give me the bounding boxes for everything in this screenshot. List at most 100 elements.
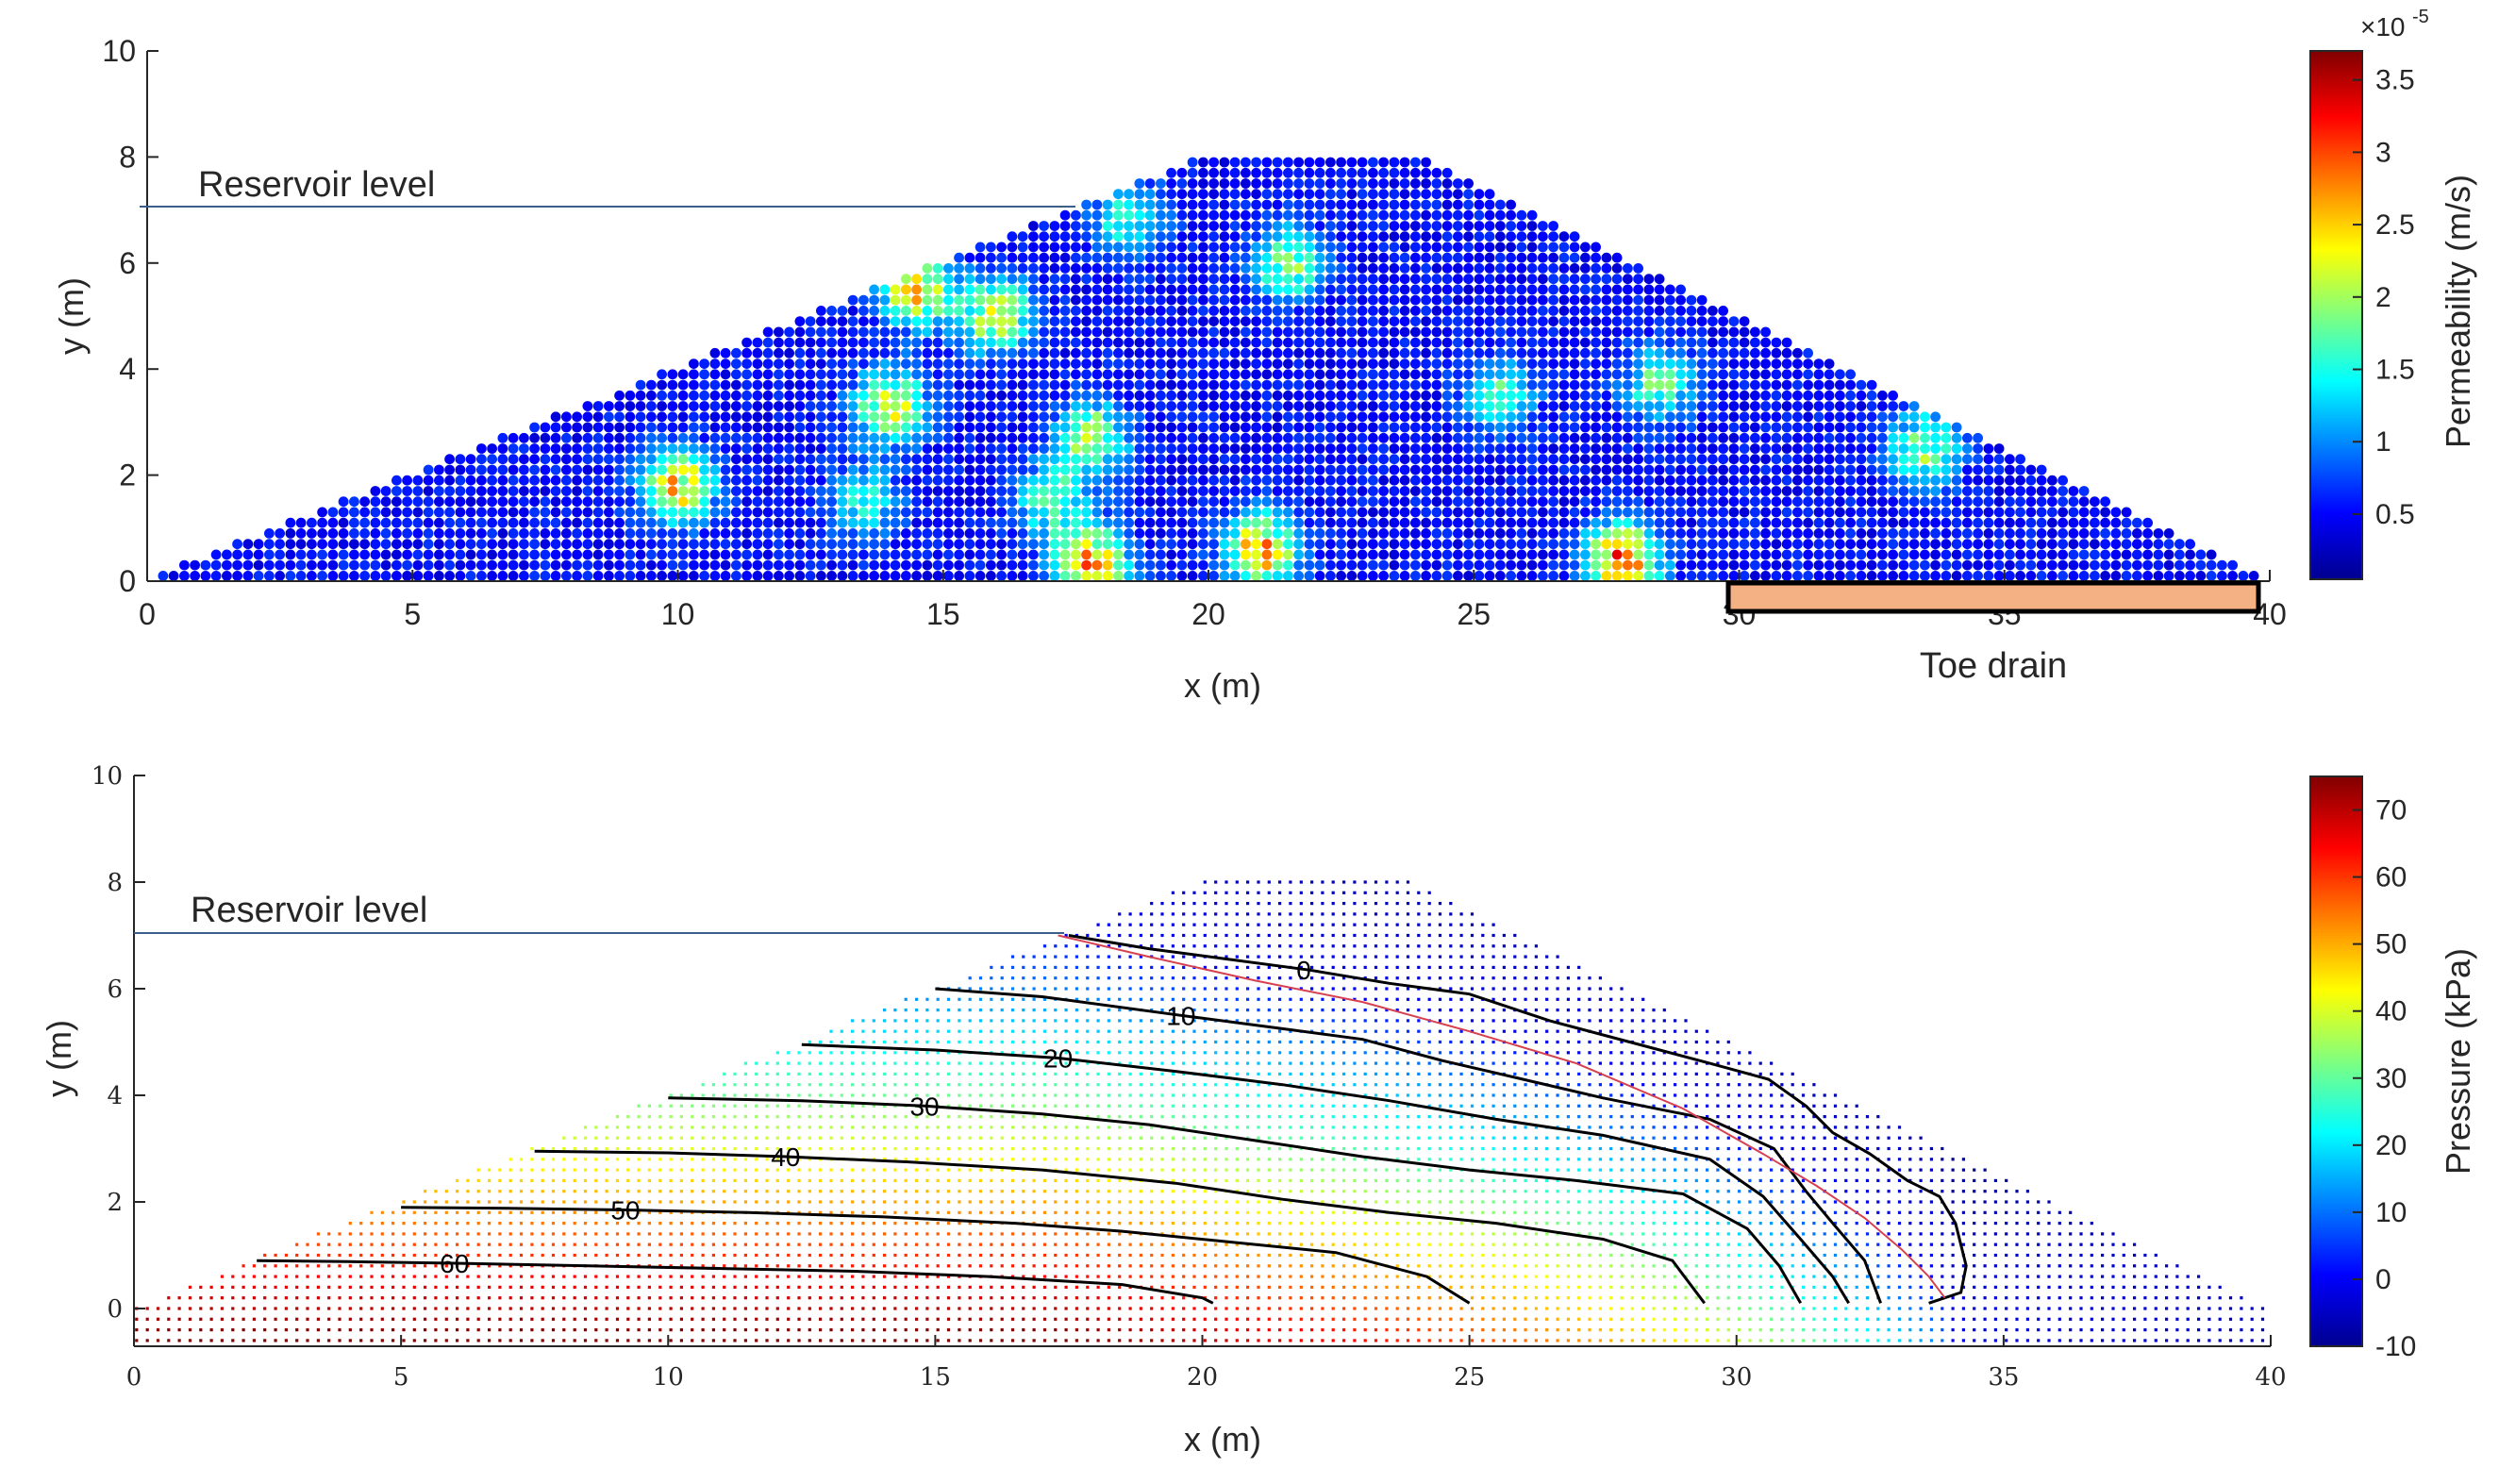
permeability-point [1273, 433, 1283, 443]
permeability-point [1612, 285, 1623, 295]
permeability-point [838, 496, 848, 507]
permeability-point [933, 285, 943, 295]
permeability-point [1432, 528, 1442, 539]
permeability-point [1050, 231, 1060, 242]
permeability-point [2069, 550, 2079, 560]
permeability-point [1442, 285, 1453, 295]
pressure-point [413, 1211, 416, 1214]
permeability-point [1888, 423, 1898, 433]
permeability-point [1050, 242, 1060, 253]
permeability-point [1368, 518, 1378, 528]
permeability-point [657, 550, 667, 560]
permeability-point [1358, 571, 1368, 581]
permeability-point [614, 401, 625, 411]
permeability-point [763, 358, 774, 369]
pressure-point [338, 1232, 341, 1235]
permeability-point [1273, 496, 1283, 507]
permeability-point [1760, 443, 1771, 454]
permeability-point [1845, 411, 1856, 422]
permeability-point [699, 391, 709, 401]
permeability-point [1220, 454, 1230, 464]
permeability-point [1612, 423, 1623, 433]
permeability-point [721, 454, 731, 464]
permeability-point [1325, 295, 1336, 306]
permeability-point [1018, 528, 1028, 539]
permeability-point [1527, 253, 1538, 263]
permeability-point [1548, 348, 1558, 358]
pressure-point [466, 1211, 469, 1214]
permeability-point [1060, 253, 1071, 263]
permeability-point [1623, 528, 1633, 539]
permeability-point [1293, 221, 1304, 231]
permeability-point [1124, 465, 1134, 475]
permeability-point [1177, 231, 1188, 242]
permeability-point [1421, 486, 1431, 496]
pressure-point [221, 1296, 224, 1299]
permeability-point [795, 338, 806, 348]
permeability-point [286, 518, 296, 528]
permeability-point [678, 560, 689, 571]
permeability-point [1188, 316, 1198, 326]
permeability-point [1060, 369, 1071, 379]
permeability-point [1156, 571, 1166, 581]
permeability-point [826, 508, 837, 518]
permeability-point [1623, 423, 1633, 433]
permeability-point [1421, 401, 1431, 411]
permeability-point [1824, 560, 1835, 571]
pressure-point [381, 1296, 384, 1299]
permeability-point [1623, 465, 1633, 475]
pressure-point [189, 1286, 192, 1289]
permeability-point [1390, 496, 1400, 507]
permeability-point [1633, 338, 1643, 348]
permeability-point [1145, 253, 1156, 263]
permeability-point [1580, 411, 1591, 422]
permeability-point [541, 443, 551, 454]
permeability-point [402, 539, 412, 549]
permeability-point [741, 571, 752, 581]
permeability-point [2227, 560, 2238, 571]
permeability-point [1772, 571, 1782, 581]
permeability-point [1188, 401, 1198, 411]
permeability-point [1347, 189, 1358, 199]
pressure-point [520, 1243, 523, 1246]
permeability-point [1559, 242, 1570, 253]
permeability-point [1463, 465, 1474, 475]
permeability-point [1251, 369, 1261, 379]
permeability-point [753, 338, 763, 348]
permeability-point [1336, 295, 1346, 306]
permeability-point [1687, 539, 1697, 549]
permeability-point [1485, 401, 1495, 411]
permeability-point [371, 560, 381, 571]
permeability-point [1347, 158, 1358, 168]
permeability-point [986, 285, 996, 295]
permeability-point [858, 443, 869, 454]
permeability-point [1315, 380, 1325, 391]
permeability-point [2026, 528, 2037, 539]
permeability-point [1208, 253, 1219, 263]
pressure-point [231, 1318, 234, 1321]
permeability-point [721, 465, 731, 475]
pressure-point [574, 1296, 576, 1299]
permeability-point [1591, 358, 1601, 369]
permeability-point [1251, 210, 1261, 221]
permeability-point [2005, 560, 2015, 571]
permeability-point [986, 316, 996, 326]
permeability-point [763, 391, 774, 401]
permeability-point [1602, 401, 1612, 411]
permeability-point [1633, 571, 1643, 581]
permeability-point [657, 539, 667, 549]
permeability-point [1293, 528, 1304, 539]
permeability-point [243, 539, 254, 549]
permeability-point [614, 454, 625, 464]
permeability-point [1517, 423, 1527, 433]
permeability-point [1325, 231, 1336, 242]
permeability-point [232, 571, 242, 581]
pressure-point [275, 1307, 277, 1309]
permeability-point [1867, 560, 1877, 571]
permeability-point [2069, 539, 2079, 549]
permeability-point [943, 465, 954, 475]
permeability-point [1378, 560, 1389, 571]
permeability-point [1177, 369, 1188, 379]
permeability-point [1358, 423, 1368, 433]
permeability-point [1347, 210, 1358, 221]
